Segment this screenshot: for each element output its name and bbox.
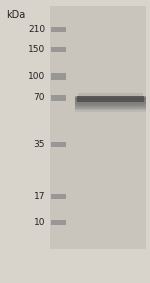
Bar [75,100,146,104]
Text: kDa: kDa [6,10,25,20]
Text: 70: 70 [33,93,45,102]
Text: 210: 210 [28,25,45,34]
Bar [75,105,146,108]
Bar [50,6,146,249]
Bar [75,108,146,112]
Bar [51,27,66,32]
Bar [75,98,146,101]
Bar [75,102,146,106]
Bar [75,107,146,110]
Bar [51,47,66,52]
Bar [75,101,146,105]
Bar [78,101,142,106]
Bar [51,95,66,101]
Text: 150: 150 [28,45,45,54]
Bar [75,97,146,100]
Bar [51,194,66,199]
Text: 35: 35 [33,140,45,149]
Bar [51,142,66,147]
Bar [51,220,66,225]
Text: 10: 10 [33,218,45,227]
Text: 17: 17 [33,192,45,201]
Bar [75,99,146,102]
Bar [51,73,66,80]
Text: 100: 100 [28,72,45,81]
Bar [75,96,146,99]
Bar [76,96,144,102]
Bar [78,93,142,97]
Bar [75,106,146,109]
Bar [75,104,146,107]
